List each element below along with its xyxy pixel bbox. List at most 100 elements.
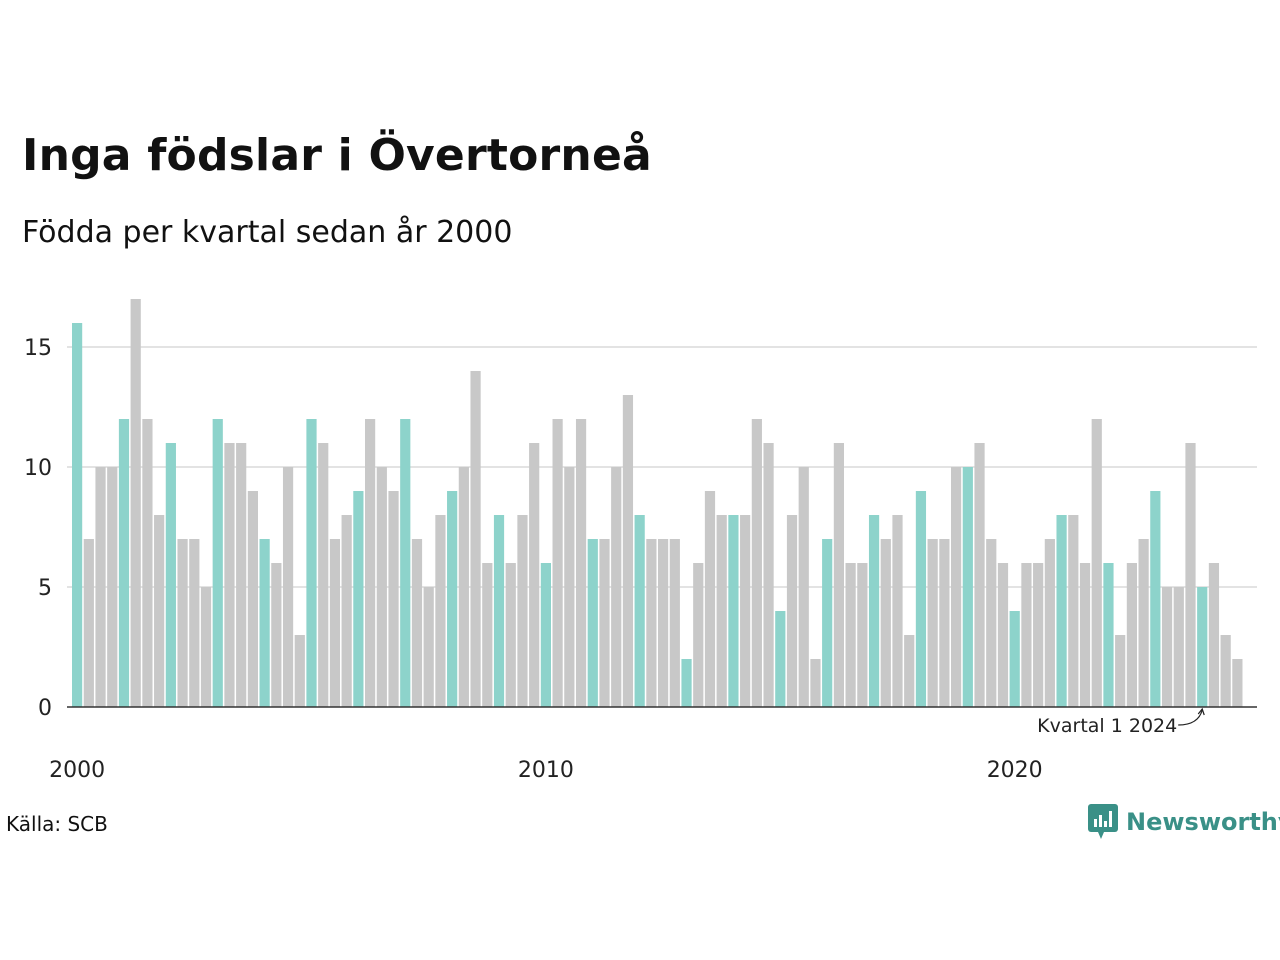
bar — [1126, 563, 1137, 707]
x-tick-label: 2000 — [49, 758, 105, 783]
bar — [388, 491, 399, 707]
brand-logo[interactable]: Newsworthy — [1088, 804, 1280, 840]
bar — [1056, 515, 1067, 707]
bar — [130, 299, 141, 707]
chart-subtitle: Födda per kvartal sedan år 2000 — [22, 215, 513, 250]
bar — [939, 539, 950, 707]
bar — [681, 659, 692, 707]
bar — [1068, 515, 1079, 707]
bar — [411, 539, 423, 707]
bar — [341, 515, 352, 707]
y-tick-label: 10 — [24, 456, 52, 481]
bar — [751, 419, 762, 707]
bar — [200, 587, 212, 707]
bar — [669, 539, 680, 707]
chart-title: Inga födslar i Övertorneå — [22, 130, 652, 181]
bar — [1208, 563, 1220, 707]
bar — [247, 491, 258, 707]
bar — [740, 515, 751, 707]
bar-chart: 0 5 10 15 2000 2010 2020 Kvartal 1 2024 — [24, 299, 1257, 783]
bar — [493, 515, 505, 707]
bar — [986, 539, 997, 707]
bar — [470, 371, 481, 707]
bar — [716, 515, 727, 707]
bar — [400, 419, 411, 707]
y-tick-label: 5 — [38, 576, 52, 601]
y-tick-label: 15 — [24, 336, 52, 361]
bar — [72, 323, 83, 707]
bar — [822, 539, 833, 707]
newsworthy-icon — [1088, 804, 1118, 839]
bar — [1044, 539, 1055, 707]
x-tick-label: 2020 — [987, 758, 1043, 783]
bar — [1173, 587, 1184, 707]
bar — [611, 467, 622, 707]
axes: 0 5 10 15 2000 2010 2020 Kvartal 1 2024 — [24, 336, 1257, 783]
bar — [447, 491, 458, 707]
bar — [1220, 635, 1231, 707]
bar — [282, 467, 294, 707]
annotation-arrowhead — [1197, 707, 1205, 716]
bar — [177, 539, 188, 707]
bar — [1033, 563, 1044, 707]
bar — [353, 491, 364, 707]
bar — [693, 563, 704, 707]
bar — [1138, 539, 1149, 707]
bar — [107, 467, 118, 707]
bar — [165, 443, 176, 707]
bar — [306, 419, 317, 707]
bar — [95, 467, 106, 707]
bar — [118, 419, 130, 707]
bar — [1091, 419, 1102, 707]
bar — [599, 539, 610, 707]
bar — [365, 419, 376, 707]
bar — [833, 443, 844, 707]
bar — [728, 515, 739, 707]
bar — [962, 467, 973, 707]
bar — [997, 563, 1009, 707]
bar — [915, 491, 927, 707]
bar — [951, 467, 962, 707]
bar — [927, 539, 938, 707]
bar — [658, 539, 669, 707]
bar — [775, 611, 786, 707]
bar — [1197, 587, 1208, 707]
bar — [1103, 563, 1114, 707]
bar — [1232, 659, 1243, 707]
bar — [587, 539, 598, 707]
bar — [1161, 587, 1173, 707]
bar — [236, 443, 247, 707]
bar — [154, 515, 165, 707]
bar — [259, 539, 270, 707]
bar — [904, 635, 915, 707]
bar — [892, 515, 903, 707]
bar — [83, 539, 94, 707]
bar — [810, 659, 821, 707]
bar — [1185, 443, 1196, 707]
bar — [880, 539, 891, 707]
bar — [1021, 563, 1032, 707]
bar — [552, 419, 563, 707]
bar — [505, 563, 516, 707]
bar — [974, 443, 985, 707]
bar — [517, 515, 528, 707]
bar — [329, 539, 341, 707]
bar — [622, 395, 634, 707]
annotation-label: Kvartal 1 2024 — [1037, 715, 1177, 737]
bar — [529, 443, 540, 707]
bar — [458, 467, 469, 707]
bars — [72, 299, 1243, 707]
bar — [540, 563, 551, 707]
bar — [271, 563, 282, 707]
annotation-arrow — [1178, 709, 1203, 726]
bar — [763, 443, 774, 707]
bar — [704, 491, 716, 707]
bar — [376, 467, 387, 707]
bar — [224, 443, 235, 707]
bar — [1150, 491, 1161, 707]
source-note: Källa: SCB — [6, 812, 108, 836]
y-tick-label: 0 — [38, 696, 52, 721]
bar — [786, 515, 798, 707]
bar — [857, 563, 868, 707]
bar — [1079, 563, 1091, 707]
